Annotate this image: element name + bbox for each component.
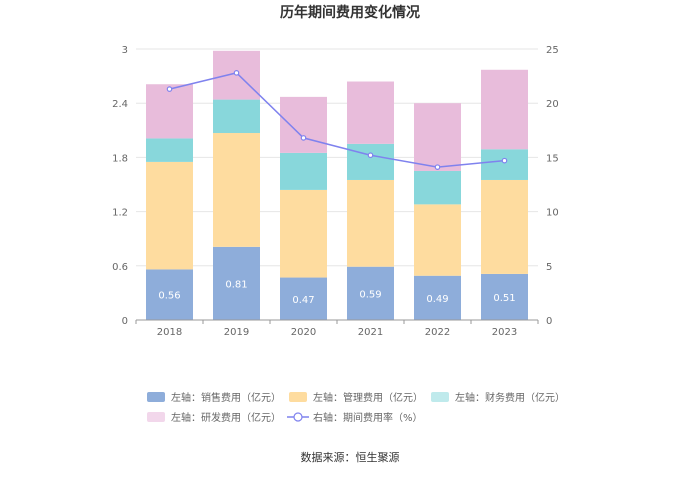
bar-value-label: 0.51 [493,293,515,304]
bar-segment [213,99,260,134]
left-axis-tick-label: 2.4 [112,99,128,110]
legend-swatch [431,392,449,402]
x-axis-tick-label: 2019 [224,327,249,338]
bar-segment [414,103,461,171]
expense-rate-point [501,157,508,164]
bar-segment [213,246,260,320]
bar-value-label: 0.49 [426,294,448,305]
bar-segment [347,179,394,267]
source-note: 数据来源：恒生聚源 [301,450,400,464]
right-axis-tick-label: 15 [546,153,559,164]
bar-data-labels: 0.56 0.81 0.47 0.59 0.49 0.51 [158,279,515,305]
left-axis-tick-label: 1.2 [112,208,128,219]
bar-segment [146,161,193,270]
bar-segment [347,266,394,320]
legend-label: 左轴：销售费用（亿元） [171,391,281,404]
bar-segment [146,269,193,320]
line-series [166,70,508,170]
bar-segment [280,189,327,278]
bar-segment [414,170,461,205]
chart-title: 历年期间费用变化情况 [280,4,420,21]
bar-segment [146,138,193,162]
legend: 左轴：销售费用（亿元） 左轴：管理费用（亿元） 左轴：财务费用（亿元） 左轴：研发费用… [147,391,565,424]
x-axis-tick-label: 2022 [425,327,450,338]
right-axis-tick-label: 10 [546,208,559,219]
left-axis-tick-label: 0 [122,316,128,327]
bar-value-label: 0.47 [292,295,314,306]
legend-label: 左轴：管理费用（亿元） [313,391,423,404]
expense-rate-point [233,70,240,76]
bar-segment [414,204,461,276]
expense-rate-point [434,164,441,170]
expense-rate-point [300,135,307,141]
x-axis-tick-label: 2023 [492,327,517,338]
legend-label: 左轴：财务费用（亿元） [455,391,565,404]
grid-lines [136,48,538,267]
x-axis-tick-label: 2020 [291,327,316,338]
legend-line-marker [293,412,303,422]
bar-segment [280,277,327,320]
bar-segment [280,152,327,190]
bar-value-label: 0.81 [225,279,247,290]
bar-segment [347,81,394,144]
bar-segment [280,96,327,153]
bar-segment [347,143,394,180]
legend-label: 右轴：期间费用率（%） [313,411,423,424]
right-axis-tick-label: 25 [546,45,559,56]
expense-rate-line [169,72,505,168]
legend-swatch [147,392,165,402]
right-axis-tick-label: 5 [546,262,552,273]
right-axis-tick-label: 0 [546,316,552,327]
right-axis-tick-label: 20 [546,99,559,110]
bar-value-label: 0.59 [359,289,381,300]
x-axis-tick-label: 2021 [358,327,383,338]
left-axis-tick-label: 0.6 [112,262,128,273]
bar-segment [213,133,260,247]
bar-series [146,50,528,320]
legend-label: 左轴：研发费用（亿元） [171,411,281,424]
bar-segment [481,273,528,320]
expense-rate-point [367,152,374,159]
legend-swatch [289,392,307,402]
x-axis-tick-label: 2018 [157,327,182,338]
left-axis-tick-label: 1.8 [112,153,128,164]
legend-swatch [147,412,165,422]
bar-segment [146,84,193,139]
bar-segment [481,149,528,180]
bar-segment [481,179,528,274]
expense-rate-point [166,86,173,92]
axes: 0 0.6 1.2 1.8 2.4 3 0 5 10 15 20 25 2018 2019 2020 2021… [112,45,559,338]
bar-segment [414,275,461,320]
left-axis-tick-label: 3 [122,45,128,56]
bar-segment [481,69,528,150]
bar-value-label: 0.56 [158,291,180,302]
